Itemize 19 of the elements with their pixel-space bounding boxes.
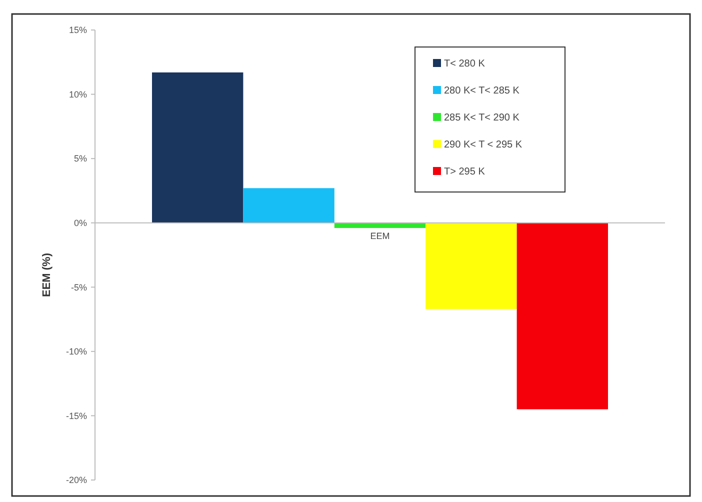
legend-label: 290 K< T < 295 K xyxy=(444,140,522,150)
y-tick-label: -5% xyxy=(70,282,87,292)
bar xyxy=(516,222,608,410)
y-tick-label: 5% xyxy=(74,154,87,164)
bar xyxy=(243,188,334,223)
y-tick-label: 0% xyxy=(74,218,87,228)
y-tick-label: 15% xyxy=(68,25,87,36)
y-tick-label: -10% xyxy=(66,346,87,357)
y-axis-title: EEM (%) xyxy=(41,252,53,297)
y-tick-label: -20% xyxy=(66,475,87,486)
legend-label: T> 295 K xyxy=(444,166,486,178)
bar xyxy=(152,72,244,223)
legend-label: 285 K< T< 290 K xyxy=(444,112,520,124)
legend-label: 280 K< T< 285 K xyxy=(444,86,520,96)
y-tick-label: 10% xyxy=(68,89,87,100)
y-tick-label: -15% xyxy=(66,410,87,421)
legend-label: T< 280 K xyxy=(444,58,486,70)
bar xyxy=(426,222,517,309)
x-tick-label: EEM xyxy=(370,230,390,241)
